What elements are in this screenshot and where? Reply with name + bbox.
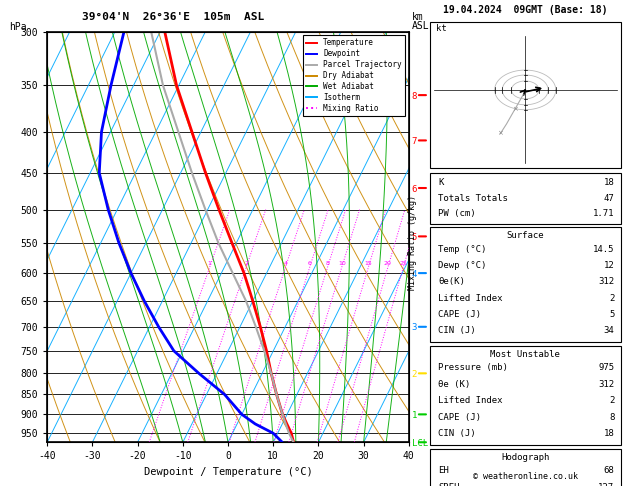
Text: 20: 20 — [384, 261, 392, 266]
Legend: Temperature, Dewpoint, Parcel Trajectory, Dry Adiabat, Wet Adiabat, Isotherm, Mi: Temperature, Dewpoint, Parcel Trajectory… — [303, 35, 405, 116]
Bar — [430, 227, 621, 342]
Text: 975: 975 — [598, 364, 615, 372]
Text: Surface: Surface — [506, 231, 544, 241]
Text: PW (cm): PW (cm) — [438, 209, 476, 218]
Text: 312: 312 — [598, 278, 615, 286]
Text: Most Unstable: Most Unstable — [490, 350, 560, 359]
Text: Totals Totals: Totals Totals — [438, 194, 508, 203]
Text: 2: 2 — [609, 294, 615, 303]
Text: 8: 8 — [609, 413, 615, 422]
Text: 15: 15 — [364, 261, 372, 266]
Text: 2: 2 — [609, 396, 615, 405]
Text: ×: × — [498, 131, 503, 137]
Text: θe(K): θe(K) — [438, 278, 465, 286]
Text: K: K — [438, 178, 443, 188]
Text: 34: 34 — [604, 326, 615, 335]
Text: 312: 312 — [598, 380, 615, 389]
Text: ASL: ASL — [412, 21, 430, 31]
Text: 1.71: 1.71 — [593, 209, 615, 218]
Text: km: km — [412, 12, 424, 22]
Text: 5: 5 — [609, 310, 615, 319]
Bar — [430, 173, 621, 224]
Text: 1: 1 — [208, 261, 211, 266]
Text: 127: 127 — [598, 483, 615, 486]
Bar — [430, 346, 621, 445]
Text: 25: 25 — [399, 261, 407, 266]
Text: 8: 8 — [326, 261, 330, 266]
Text: Hodograph: Hodograph — [501, 453, 549, 462]
Text: hPa: hPa — [9, 22, 27, 32]
Text: CAPE (J): CAPE (J) — [438, 310, 481, 319]
Text: © weatheronline.co.uk: © weatheronline.co.uk — [473, 472, 577, 481]
Text: 47: 47 — [604, 194, 615, 203]
Text: Mixing Ratio (g/kg): Mixing Ratio (g/kg) — [408, 195, 416, 291]
Text: kt: kt — [436, 24, 447, 34]
Text: Dewp (°C): Dewp (°C) — [438, 261, 486, 270]
Text: Lifted Index: Lifted Index — [438, 396, 503, 405]
Text: 10: 10 — [338, 261, 345, 266]
Text: 6: 6 — [308, 261, 311, 266]
Text: Pressure (mb): Pressure (mb) — [438, 364, 508, 372]
Text: SREH: SREH — [438, 483, 460, 486]
Text: 19.04.2024  09GMT (Base: 18): 19.04.2024 09GMT (Base: 18) — [443, 5, 608, 15]
Text: Temp (°C): Temp (°C) — [438, 245, 486, 254]
Text: Lifted Index: Lifted Index — [438, 294, 503, 303]
Text: EH: EH — [438, 467, 448, 475]
Text: 39°04'N  26°36'E  105m  ASL: 39°04'N 26°36'E 105m ASL — [82, 12, 264, 22]
Text: 68: 68 — [604, 467, 615, 475]
Bar — [430, 449, 621, 486]
Text: θe (K): θe (K) — [438, 380, 470, 389]
Text: 2: 2 — [244, 261, 248, 266]
Bar — [430, 22, 621, 168]
X-axis label: Dewpoint / Temperature (°C): Dewpoint / Temperature (°C) — [143, 467, 313, 477]
Text: CIN (J): CIN (J) — [438, 429, 476, 438]
Text: 14.5: 14.5 — [593, 245, 615, 254]
Text: 18: 18 — [604, 429, 615, 438]
Text: 12: 12 — [604, 261, 615, 270]
Text: 18: 18 — [604, 178, 615, 188]
Text: CIN (J): CIN (J) — [438, 326, 476, 335]
Text: 4: 4 — [284, 261, 287, 266]
Text: CAPE (J): CAPE (J) — [438, 413, 481, 422]
Text: ×: × — [512, 106, 518, 112]
